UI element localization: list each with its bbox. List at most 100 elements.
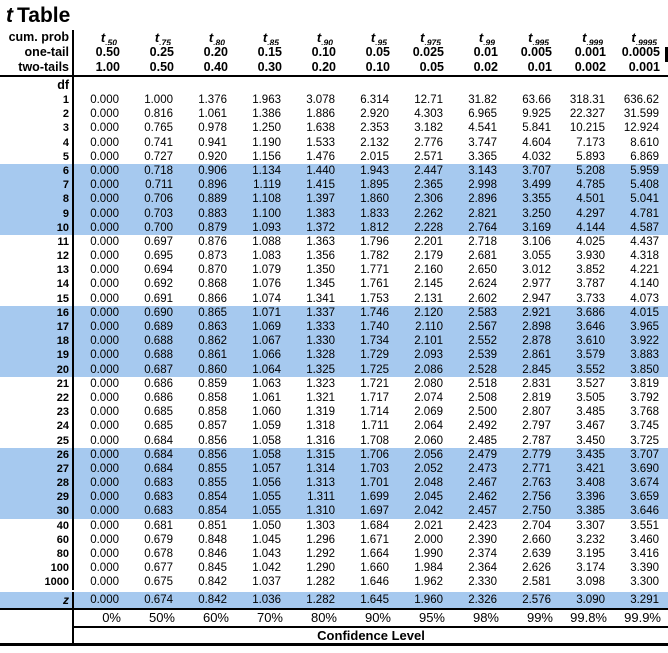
t-value-cell: 22.327 (569, 108, 605, 121)
t-value-cell: 0.000 (90, 477, 119, 490)
t-value-cell: 0.686 (144, 377, 173, 390)
t-value-cell: 1.321 (306, 391, 335, 404)
one-tail-value: 0.025 (412, 45, 444, 59)
t-value-cell: 0.889 (198, 193, 227, 206)
t-value-cell: 2.718 (468, 235, 497, 248)
t-value-cell: 1.440 (306, 164, 335, 177)
t-value-cell: 0.700 (144, 221, 173, 234)
t-value-cell: 1.356 (306, 250, 335, 263)
t-value-cell: 1.761 (360, 278, 389, 291)
t-value-cell: 2.508 (468, 391, 497, 404)
t-value-cell: 1.042 (252, 562, 281, 575)
t-value-cell: 0.697 (144, 235, 173, 248)
t-value-cell: 2.819 (522, 391, 551, 404)
t-value-cell: 1.057 (252, 462, 281, 475)
two-tails-header-row: two-tails 1.00 0.50 0.40 0.30 0.20 0.10 0.05 0.… (0, 60, 668, 75)
t-value-cell: 5.041 (630, 193, 659, 206)
t-value-cell: 3.098 (576, 576, 605, 589)
t-value-cell: 0.675 (144, 576, 173, 589)
t-value-cell: 2.045 (414, 491, 443, 504)
t-value-cell: 2.602 (468, 292, 497, 305)
t-value-cell: 1.714 (360, 406, 389, 419)
title-text: Table (17, 4, 71, 27)
df-row-6: 6 0.000 0.718 0.906 1.134 1.440 1.943 2.447 3.14… (0, 163, 668, 179)
t-value-cell: 0.000 (90, 278, 119, 291)
t-value-cell: 1.250 (252, 122, 281, 135)
t-value-cell: 0.870 (198, 264, 227, 277)
t-value-cell: 0.856 (198, 448, 227, 461)
t-value-cell: 1.711 (361, 420, 389, 433)
t-value-cell: 0.854 (198, 491, 227, 504)
t-value-cell: 1.708 (360, 434, 389, 447)
t-subscript: .999 (586, 37, 603, 45)
t-value-cell: 1.664 (360, 548, 389, 560)
df-row-19: 19 0.000 0.688 0.861 1.066 1.328 1.729 2.093 2.5… (0, 348, 668, 363)
t-value-cell: 2.074 (414, 391, 443, 404)
t-value-cell: 4.015 (630, 306, 659, 319)
t-value-cell: 1.119 (253, 179, 281, 192)
df-row-14: 14 0.000 0.692 0.868 1.076 1.345 1.761 2.145 2.6… (0, 277, 668, 292)
df-cell: 100 (0, 561, 74, 576)
t-value-cell: 1.067 (252, 335, 281, 348)
t-value-cell: 3.792 (630, 391, 659, 404)
t-value-cell: 2.528 (468, 363, 497, 376)
t-value-cell: 2.228 (414, 221, 443, 234)
t-value-cell: 1.050 (252, 519, 281, 532)
t-value-cell: 0.842 (198, 576, 227, 589)
t-value-cell: 1.093 (252, 221, 281, 234)
two-tails-value: 0.30 (257, 60, 282, 74)
t-value-cell: 1.303 (306, 519, 335, 532)
t-value-cell: 2.201 (414, 235, 443, 248)
confidence-row-spacer (0, 625, 74, 643)
t-value-cell: 3.883 (630, 349, 659, 362)
t-value-cell: 2.756 (522, 491, 551, 504)
header-right-edge-tick (665, 47, 668, 62)
t-value-cell: 0.689 (144, 321, 173, 333)
t-value-cell: 4.297 (576, 207, 605, 220)
t-value-cell: 0.941 (198, 136, 227, 149)
t-value-cell: 2.000 (414, 533, 443, 546)
df-cell: 29 (0, 490, 74, 505)
t-value-cell: 4.785 (576, 179, 605, 192)
confidence-percentage: 0% (102, 609, 121, 625)
t-value-cell: 0.727 (144, 150, 173, 163)
df-row-5: 5 0.000 0.727 0.920 1.156 1.476 2.015 2.571 3.36… (0, 149, 668, 164)
one-tail-value: 0.15 (257, 45, 282, 59)
t-value-cell: 0.741 (144, 136, 173, 149)
cum-prob-header-row: cum. prob t.50 t.75 t.80 t.85 t.90 t.95 t.975 t… (0, 30, 668, 45)
two-tails-value: 0.05 (419, 60, 444, 74)
two-tails-value: 0.50 (149, 60, 174, 74)
t-value-cell: 3.090 (576, 593, 605, 606)
t-value-cell: 1.963 (252, 94, 281, 106)
confidence-percentages-row: 0% 50% 60% 70% 80% 90% 95% 98% 99% 99.8% 99.9% (0, 609, 668, 626)
t-value-cell: 3.659 (630, 491, 659, 504)
t-value-cell: 0.683 (144, 505, 173, 518)
confidence-percentage: 80% (310, 609, 337, 625)
t-value-cell: 3.169 (522, 221, 551, 234)
t-value-cell: 4.032 (522, 150, 551, 163)
t-value-cell: 3.291 (630, 593, 659, 606)
t-value-cell: 3.787 (576, 278, 605, 291)
df-cell: 60 (0, 532, 74, 547)
t-value-cell: 2.390 (468, 533, 497, 546)
df-row-9: 9 0.000 0.703 0.883 1.100 1.383 1.833 2.262 2.82… (0, 206, 668, 221)
t-value-cell: 0.816 (144, 108, 173, 121)
df-row-16: 16 0.000 0.690 0.865 1.071 1.337 1.746 2.120 2.5… (0, 305, 668, 320)
t-value-cell: 31.82 (468, 94, 497, 106)
t-value-cell: 0.695 (144, 250, 173, 263)
t-value-cell: 1.341 (306, 292, 335, 305)
t-value-cell: 3.690 (630, 462, 659, 475)
t-symbol: t (478, 30, 484, 45)
t-value-cell: 2.583 (468, 306, 497, 319)
t-value-cell: 2.457 (468, 505, 497, 518)
t-value-cell: 1.386 (252, 108, 281, 121)
t-value-cell: 2.021 (414, 519, 443, 532)
t-value-cell: 3.552 (576, 363, 605, 376)
df-row-20: 20 0.000 0.687 0.860 1.064 1.325 1.725 2.086 2.5… (0, 362, 668, 377)
t-value-cell: 2.060 (414, 434, 443, 447)
t-value-cell: 0.688 (144, 335, 173, 348)
t-value-cell: 2.306 (414, 193, 443, 206)
t-value-cell: 1.740 (360, 321, 389, 333)
df-cell: 10 (0, 220, 74, 235)
t-value-cell: 3.646 (576, 321, 605, 333)
